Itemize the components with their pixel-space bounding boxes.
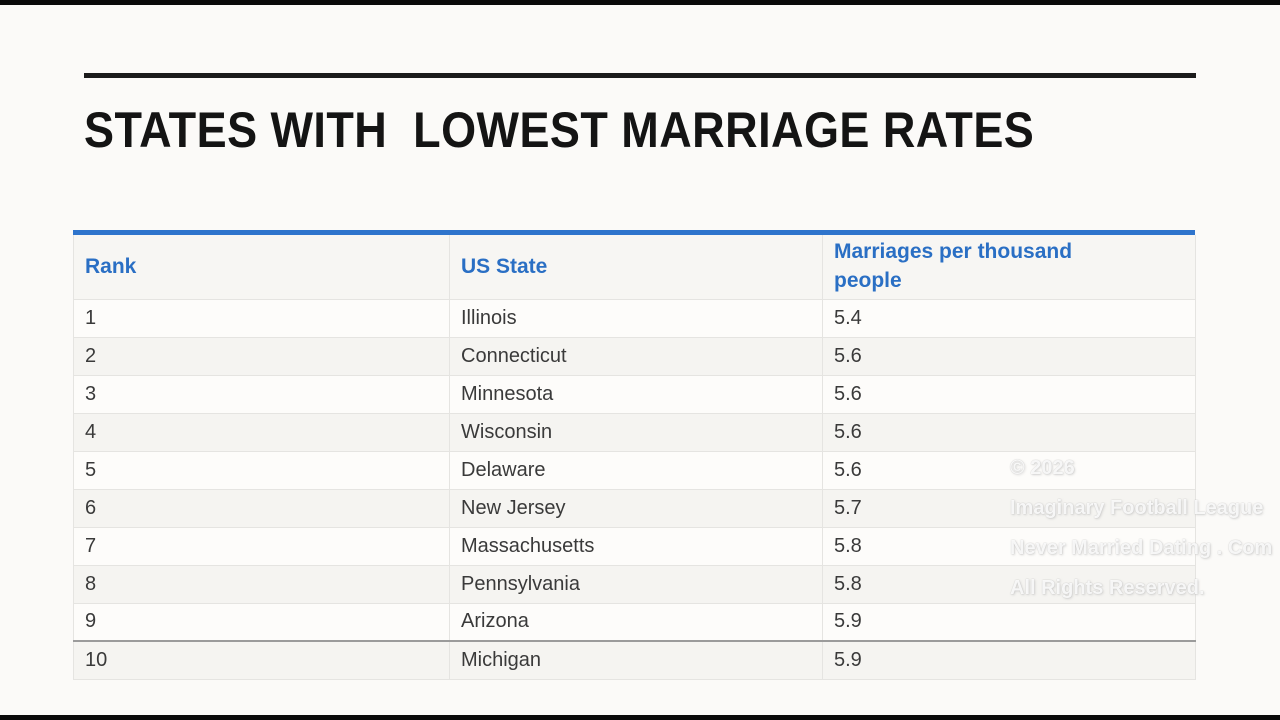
rate-cell: 5.4 bbox=[822, 298, 1196, 338]
rate-cell: 5.9 bbox=[822, 640, 1196, 680]
state-cell: Connecticut bbox=[449, 336, 823, 376]
header-rate: Marriages per thousand people bbox=[822, 235, 1196, 300]
table-body: 1 Illinois 5.4 2 Connecticut 5.6 3 Minnesota 5.6… bbox=[73, 298, 1196, 680]
page-title: STATES WITH LOWEST MARRIAGE RATES bbox=[84, 102, 1035, 158]
table-accent-bar bbox=[73, 230, 1195, 235]
title-divider-rule bbox=[84, 73, 1196, 78]
table-row: 6 New Jersey 5.7 bbox=[73, 488, 1196, 528]
rank-cell: 4 bbox=[73, 412, 450, 452]
rate-cell: 5.7 bbox=[822, 488, 1196, 528]
rate-cell: 5.8 bbox=[822, 564, 1196, 604]
data-table: Rank US State Marriages per thousand peo… bbox=[73, 235, 1196, 680]
table-header-row: Rank US State Marriages per thousand peo… bbox=[73, 235, 1196, 300]
table-row: 5 Delaware 5.6 bbox=[73, 450, 1196, 490]
rate-cell: 5.6 bbox=[822, 412, 1196, 452]
top-letterbox-bar bbox=[0, 0, 1280, 5]
rate-cell: 5.8 bbox=[822, 526, 1196, 566]
marriage-rates-table: Rank US State Marriages per thousand peo… bbox=[73, 230, 1196, 680]
state-cell: Pennsylvania bbox=[449, 564, 823, 604]
rate-cell: 5.6 bbox=[822, 374, 1196, 414]
rank-cell: 2 bbox=[73, 336, 450, 376]
rate-cell: 5.9 bbox=[822, 602, 1196, 642]
rate-cell: 5.6 bbox=[822, 450, 1196, 490]
header-state-label: US State bbox=[461, 254, 548, 278]
rate-cell: 5.6 bbox=[822, 336, 1196, 376]
state-cell: New Jersey bbox=[449, 488, 823, 528]
header-rank: Rank bbox=[73, 235, 450, 300]
rank-cell: 8 bbox=[73, 564, 450, 604]
rank-cell: 5 bbox=[73, 450, 450, 490]
table-row: 7 Massachusetts 5.8 bbox=[73, 526, 1196, 566]
rank-cell: 1 bbox=[73, 298, 450, 338]
state-cell: Arizona bbox=[449, 602, 823, 642]
bottom-letterbox-bar bbox=[0, 715, 1280, 720]
state-cell: Massachusetts bbox=[449, 526, 823, 566]
rank-cell: 10 bbox=[73, 640, 450, 680]
state-cell: Michigan bbox=[449, 640, 823, 680]
state-cell: Delaware bbox=[449, 450, 823, 490]
header-state: US State bbox=[449, 235, 823, 300]
header-rate-label: Marriages per thousand people bbox=[834, 240, 1073, 292]
table-row: 1 Illinois 5.4 bbox=[73, 298, 1196, 338]
rank-cell: 7 bbox=[73, 526, 450, 566]
table-row: 2 Connecticut 5.6 bbox=[73, 336, 1196, 376]
state-cell: Wisconsin bbox=[449, 412, 823, 452]
table-header: Rank US State Marriages per thousand peo… bbox=[73, 235, 1196, 300]
table-row: 10 Michigan 5.9 bbox=[73, 640, 1196, 680]
table-row: 3 Minnesota 5.6 bbox=[73, 374, 1196, 414]
state-cell: Illinois bbox=[449, 298, 823, 338]
rank-cell: 9 bbox=[73, 602, 450, 642]
state-cell: Minnesota bbox=[449, 374, 823, 414]
table-row: 4 Wisconsin 5.6 bbox=[73, 412, 1196, 452]
rank-cell: 6 bbox=[73, 488, 450, 528]
table-row: 8 Pennsylvania 5.8 bbox=[73, 564, 1196, 604]
rank-cell: 3 bbox=[73, 374, 450, 414]
table-row: 9 Arizona 5.9 bbox=[73, 602, 1196, 642]
header-rank-label: Rank bbox=[85, 254, 137, 278]
